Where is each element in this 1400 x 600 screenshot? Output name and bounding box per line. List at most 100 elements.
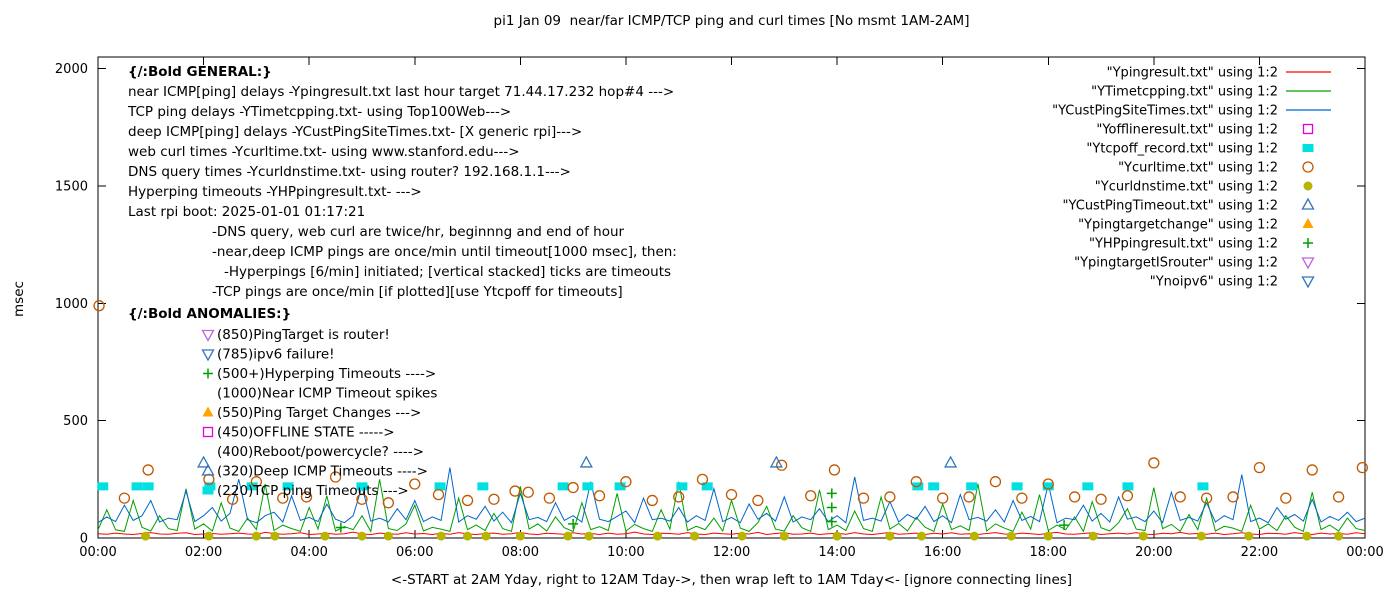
ycurldnstime-point [832,531,842,541]
ycurltime-point [250,476,263,488]
legend-marker-ypingtargetchange [1302,218,1314,228]
ycurltime-point [356,493,368,505]
anomaly-line: (550)Ping Target Changes ---> [217,405,421,421]
ycurltime-point [884,491,896,503]
ycurltime-point [1148,457,1160,469]
ycurltime-point [620,476,632,488]
ytcpoff_record-point [1082,482,1094,491]
ycurldnstime-point [204,531,214,541]
legend-marker-ypingtargetisrouter [1301,257,1315,270]
legend-label-ycustpingtimeout: "YCustPingTimeout.txt" using 1:2 [1063,199,1278,214]
legend-marker-ytcpoff_record [1302,144,1314,152]
legend-label-yofflineresult: "Yofflineresult.txt" using 1:2 [1096,123,1278,138]
ycurldnstime-point [141,531,151,541]
x-tick-label: 16:00 [924,545,961,560]
ycurldnstime-point [270,531,280,541]
x-tick-label: 14:00 [818,545,855,560]
ytcpoff_record-point [97,482,109,491]
annotation-anomalies: {/:Bold ANOMALIES:} (850)PingTarget is ro… [128,306,437,499]
ytcpoff_record-point [701,482,713,491]
ytcpoff_record-point [1042,482,1054,491]
legend-label-yhppingresult: "YHPpingresult.txt" using 1:2 [1089,237,1278,252]
legend-label-ycurltime: "Ycurltime.txt" using 1:2 [1118,161,1278,176]
general-line: -DNS query, web curl are twice/hr, begin… [212,224,625,240]
ycurltime-point [203,473,215,485]
ycurltime-point [696,473,709,485]
ycustpingtimeout-point [196,455,211,468]
x-tick-label: 10:00 [607,545,644,560]
legend-label-ytcpoff_record: "Ytcpoff_record.txt" using 1:2 [1086,142,1278,157]
anomaly-icon-triangle-down-open [201,349,215,362]
ycurldnstime-point [1334,531,1344,541]
ycurldnstime-point [917,531,927,541]
legend-row-ypingtargetisrouter: "YpingtargetISrouter" using 1:2 [1074,256,1315,271]
ycurltime-point [805,490,817,502]
x-tick-label: 12:00 [713,545,750,560]
general-line: deep ICMP[ping] delays -YCustPingSiteTim… [128,124,582,140]
ycurltime-point [432,488,445,501]
ycurltime-point [226,493,239,505]
legend-row-ynoipv6: "Ynoipv6" using 1:2 [1150,275,1315,290]
anomaly-icon-triangle-up-open [201,463,215,476]
yhppingresult-point [335,522,346,533]
ycustpingtimeout-point [943,455,958,468]
annotation-general: {/:Bold GENERAL:} near ICMP[ping] delays … [127,64,677,300]
ycurltime-point [646,494,658,507]
ycurltime-point [1174,491,1186,503]
ycurltime-point [828,464,841,476]
ytcpoff_record-point [557,482,569,491]
legend-row-ytcpoff_record: "Ytcpoff_record.txt" using 1:2 [1086,142,1314,157]
y-tick-label: 1500 [55,180,88,195]
ycurltime-point [409,478,421,490]
general-line: Hyperping timeouts -YHPpingresult.txt- -… [128,184,422,200]
general-line: -near,deep ICMP pings are once/min until… [212,244,677,260]
yhppingresult-point [1059,520,1070,531]
general-line: web curl times -Ycurltime.txt- using www… [128,144,520,160]
ycurldnstime-point [1302,531,1312,541]
ytcpoff_record-point [477,482,489,491]
ycurldnstime-point [1244,531,1254,541]
ycurltime-point [1016,492,1028,504]
ycurltime-point [1227,491,1239,503]
legend-label-ycurldnstime: "Ycurldnstime.txt" using 1:2 [1095,180,1278,195]
legend-label-ynoipv6: "Ynoipv6" using 1:2 [1150,275,1278,290]
ycurltime-point [1095,493,1107,505]
axes: 00:00 02:00 04:00 06:00 08:00 10:00 12:00 14:00… [55,56,1384,560]
anomaly-line: (500+)Hyperping Timeouts ----> [217,366,436,382]
anomaly-icon-triangle-up-filled [202,406,214,417]
yhppingresult-point [568,518,579,529]
series-layer [93,300,1369,541]
yhppingresult-point [826,502,837,513]
ycurltime-point [937,492,949,504]
anomaly-icon-triangle-down-open [201,329,215,342]
ycustpingtimeout-point [769,455,783,468]
ycurltime-point [593,490,606,502]
ycurltime-point [509,485,521,497]
series-points-ycurltime [93,300,1369,509]
ytcpoff_record-point [246,482,258,491]
anomaly-line: (785)ipv6 failure! [217,347,335,363]
ytcpoff_record-point [142,482,154,491]
ycurltime-point [1200,492,1213,504]
x-tick-label: 02:00 [185,545,222,560]
ycurltime-point [567,481,579,494]
ycurltime-point [1332,491,1345,503]
legend-marker-ycurldnstime [1303,181,1313,191]
ycurltime-point [776,459,788,471]
legend-row-ycustpingtimeout: "YCustPingTimeout.txt" using 1:2 [1063,197,1315,214]
ycurldnstime-point [251,531,261,541]
ycurltime-point [1253,461,1266,474]
yhppingresult-point [826,488,837,499]
legend-label-ypingresult: "Ypingresult.txt" using 1:2 [1107,66,1278,81]
legend-row-yhppingresult: "YHPpingresult.txt" using 1:2 [1089,237,1313,252]
ycurltime-point [725,488,738,501]
series-line-ytimetcpping [97,479,1366,533]
anomalies-heading: {/:Bold ANOMALIES:} [128,306,291,322]
anomaly-line: (320)Deep ICMP Timeouts ----> [217,464,428,480]
general-line: near ICMP[ping] delays -Ypingresult.txt … [128,84,674,100]
legend: "Ypingresult.txt" using 1:2 "YTimetcpping… [1052,66,1331,290]
ycurltime-point [989,476,1002,488]
x-tick-label: 18:00 [1030,545,1067,560]
y-axis-label: msec [11,281,27,317]
x-tick-label: 06:00 [396,545,433,560]
